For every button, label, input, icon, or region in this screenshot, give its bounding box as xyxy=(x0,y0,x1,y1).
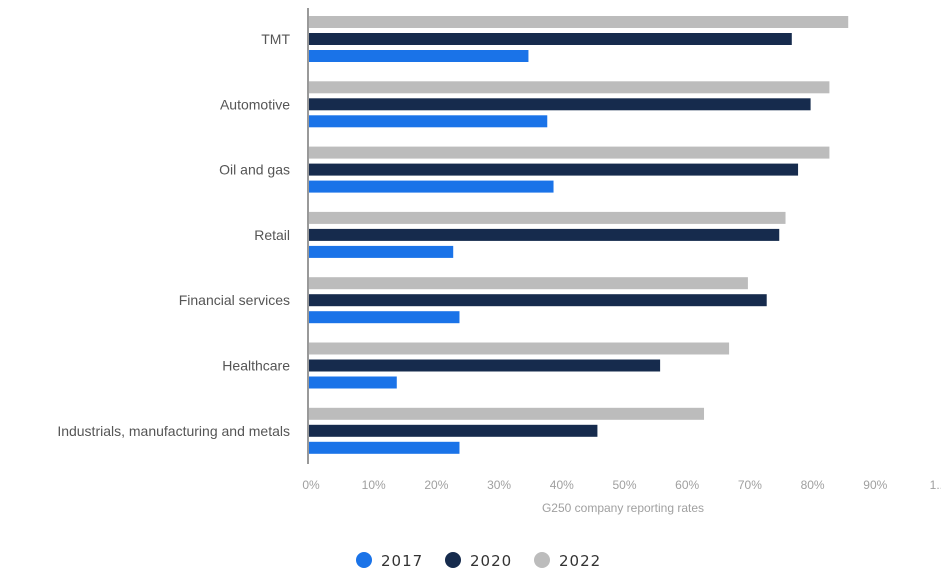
category-label: Healthcare xyxy=(222,358,290,374)
bar-2017[interactable] xyxy=(309,441,460,454)
bar-2022[interactable] xyxy=(309,81,830,94)
category-labels: TMT Automotive Oil and gas Retail Financial … xyxy=(57,31,290,439)
bar-2017[interactable] xyxy=(309,311,460,324)
legend-marker xyxy=(445,552,461,568)
bar-2022[interactable] xyxy=(309,146,830,159)
x-tick-label: 70% xyxy=(738,478,762,492)
bar-2017[interactable] xyxy=(309,50,529,62)
x-tick-label: 1... xyxy=(930,478,941,492)
category-label: Industrials, manufacturing and metals xyxy=(57,423,290,439)
x-tick-labels: 0% 10% 20% 30% 40% 50% 60% 70% 80% 90% 1... xyxy=(302,478,941,492)
legend[interactable]: 2017 2020 2022 xyxy=(356,552,601,570)
bar-2017[interactable] xyxy=(309,180,554,193)
legend-label: 2017 xyxy=(381,552,423,570)
legend-item-2017[interactable]: 2017 xyxy=(356,552,423,570)
x-axis-title: G250 company reporting rates xyxy=(542,501,704,515)
bar-2020[interactable] xyxy=(309,163,799,176)
x-tick-label: 20% xyxy=(424,478,448,492)
x-tick-label: 40% xyxy=(550,478,574,492)
legend-label: 2020 xyxy=(470,552,512,570)
x-tick-label: 90% xyxy=(863,478,887,492)
bar-2022[interactable] xyxy=(309,407,705,420)
bar-2020[interactable] xyxy=(309,359,661,372)
bar-2017[interactable] xyxy=(309,115,548,128)
category-label: Automotive xyxy=(220,96,290,112)
bar-2020[interactable] xyxy=(309,33,792,45)
bar-2020[interactable] xyxy=(309,424,598,437)
bar-2020[interactable] xyxy=(309,228,780,241)
bar-2022[interactable] xyxy=(309,16,849,28)
bar-2020[interactable] xyxy=(309,98,811,111)
bar-2020[interactable] xyxy=(309,294,767,307)
legend-item-2020[interactable]: 2020 xyxy=(445,552,512,570)
bar-2022[interactable] xyxy=(309,277,748,290)
category-label: Financial services xyxy=(179,292,290,308)
x-tick-label: 80% xyxy=(801,478,825,492)
bar-2017[interactable] xyxy=(309,245,454,258)
category-label: Retail xyxy=(254,227,290,243)
legend-marker xyxy=(534,552,550,568)
x-tick-label: 60% xyxy=(675,478,699,492)
category-label: Oil and gas xyxy=(219,162,290,178)
legend-label: 2022 xyxy=(559,552,601,570)
x-tick-label: 0% xyxy=(302,478,320,492)
legend-item-2022[interactable]: 2022 xyxy=(534,552,601,570)
bar-2017[interactable] xyxy=(309,376,397,389)
x-tick-label: 10% xyxy=(362,478,386,492)
legend-marker xyxy=(356,552,372,568)
x-tick-label: 50% xyxy=(612,478,636,492)
x-tick-label: 30% xyxy=(487,478,511,492)
category-label: TMT xyxy=(261,31,290,47)
bar-2022[interactable] xyxy=(309,211,786,224)
bars-layer xyxy=(309,16,849,454)
bar-2022[interactable] xyxy=(309,342,730,355)
